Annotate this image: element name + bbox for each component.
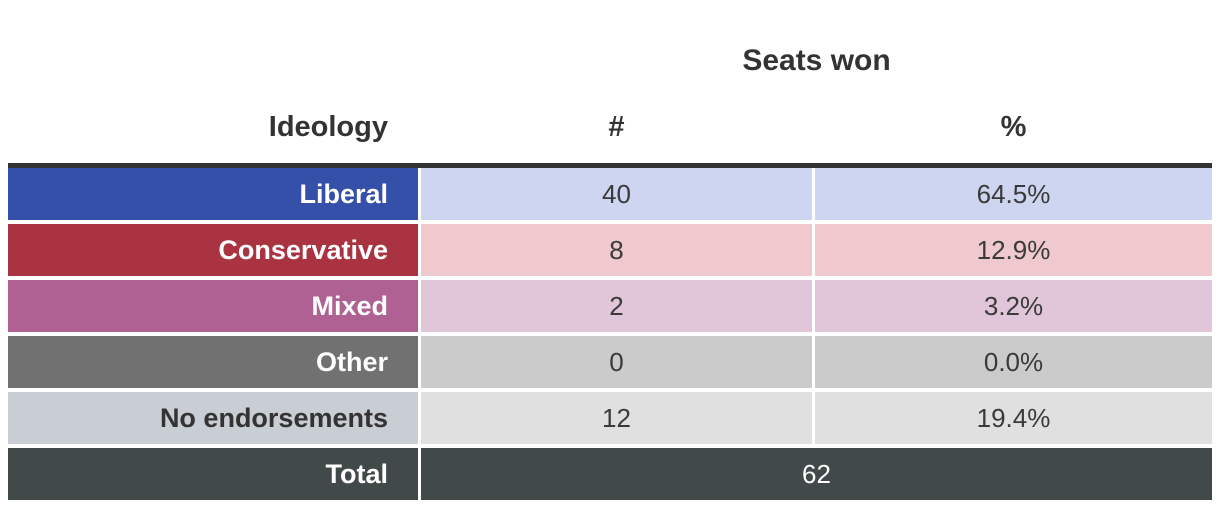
row-label-other: Other xyxy=(8,336,418,388)
row-percent-mixed: 3.2% xyxy=(815,280,1212,332)
seats-won-table: Seats won Ideology # % Liberal 40 64.5% Con… xyxy=(8,0,1212,500)
row-count-conservative: 8 xyxy=(421,224,812,276)
row-label-conservative: Conservative xyxy=(8,224,418,276)
row-label-liberal: Liberal xyxy=(8,168,418,220)
row-count-mixed: 2 xyxy=(421,280,812,332)
column-header-count: # xyxy=(608,111,625,143)
total-label: Total xyxy=(8,448,418,500)
table-title: Seats won xyxy=(742,44,891,77)
table-body: Liberal 40 64.5% Conservative 8 12.9% Mixed 2 3.… xyxy=(8,163,1212,500)
column-header-ideology: Ideology xyxy=(268,111,388,143)
row-percent-conservative: 12.9% xyxy=(815,224,1212,276)
row-percent-no-endorsements: 19.4% xyxy=(815,392,1212,444)
row-label-no-endorsements: No endorsements xyxy=(8,392,418,444)
row-percent-other: 0.0% xyxy=(815,336,1212,388)
row-count-other: 0 xyxy=(421,336,812,388)
column-header-percent: % xyxy=(1000,111,1027,143)
row-count-no-endorsements: 12 xyxy=(421,392,812,444)
table-header: Seats won Ideology # % xyxy=(8,0,1212,163)
row-label-mixed: Mixed xyxy=(8,280,418,332)
row-count-liberal: 40 xyxy=(421,168,812,220)
row-percent-liberal: 64.5% xyxy=(815,168,1212,220)
total-value: 62 xyxy=(421,448,1212,500)
